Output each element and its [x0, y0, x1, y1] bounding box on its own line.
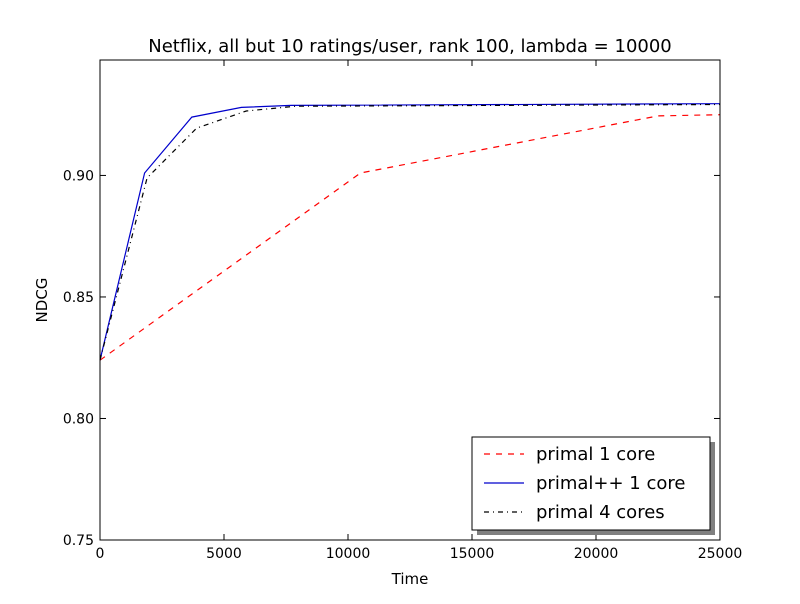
chart-title: Netflix, all but 10 ratings/user, rank 1… — [148, 36, 672, 57]
x-tick-label: 20000 — [574, 546, 619, 562]
legend-label-1: primal++ 1 core — [536, 473, 685, 494]
legend: primal 1 core primal++ 1 core primal 4 cor… — [471, 436, 715, 535]
y-tick-label: 0.90 — [63, 168, 94, 184]
axes-layer: 0 5000 10000 15000 20000 25000 0.75 0.80 0.85 0.9… — [63, 59, 743, 562]
legend-label-0: primal 1 core — [536, 444, 655, 465]
x-tick-label: 15000 — [450, 546, 495, 562]
y-axis-label: NDCG — [33, 278, 51, 323]
x-tick-label: 25000 — [698, 546, 743, 562]
y-tick-label: 0.85 — [63, 290, 94, 306]
series-line-2 — [99, 103, 721, 361]
series-line-1 — [99, 103, 721, 361]
x-axis-label: Time — [391, 570, 429, 588]
series-layer — [99, 103, 721, 361]
series-line-0 — [99, 114, 721, 361]
legend-label-2: primal 4 cores — [536, 502, 665, 523]
y-tick-label: 0.75 — [63, 533, 94, 549]
x-tick-label: 10000 — [326, 546, 371, 562]
x-tick-label: 0 — [96, 546, 105, 562]
x-tick-label: 5000 — [206, 546, 242, 562]
plot-frame — [99, 59, 721, 541]
y-tick-label: 0.80 — [63, 411, 94, 427]
